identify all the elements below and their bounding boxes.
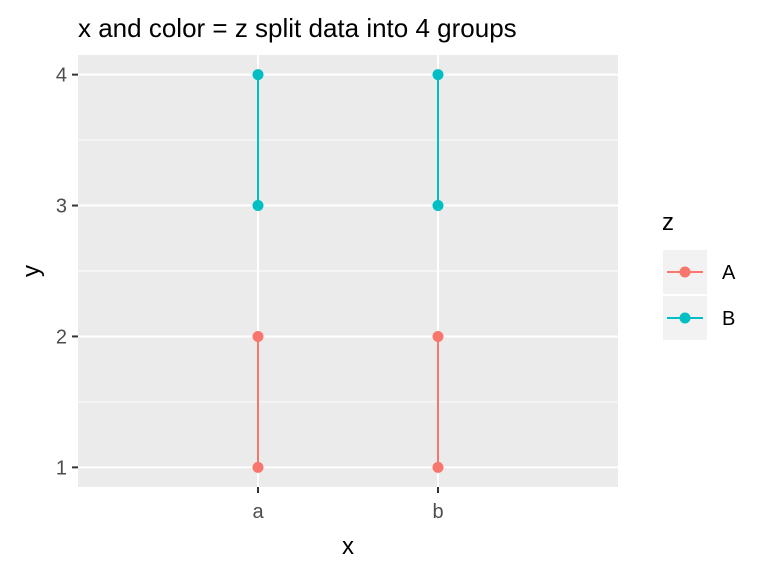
data-point-A-b-2 (432, 330, 444, 342)
chart-title: x and color = z split data into 4 groups (78, 13, 517, 43)
y-tick-label: 2 (56, 326, 67, 348)
x-tick-label: a (252, 501, 264, 523)
data-point-B-b-4 (432, 69, 444, 81)
y-tick-label: 4 (56, 65, 67, 87)
legend-point-B (679, 312, 691, 324)
x-axis-title: x (342, 533, 354, 560)
legend: z A B (662, 209, 736, 340)
x-tick-label: b (432, 501, 443, 523)
data-point-A-a-1 (252, 461, 264, 473)
data-point-B-a-3 (252, 200, 264, 212)
series-layer (252, 69, 444, 473)
y-axis-title: y (18, 265, 45, 277)
data-point-B-b-3 (432, 200, 444, 212)
y-tick-label: 3 (56, 196, 67, 218)
data-point-A-b-1 (432, 461, 444, 473)
legend-label-A: A (722, 262, 736, 284)
legend-label-B: B (722, 308, 735, 330)
legend-point-A (679, 266, 691, 278)
legend-title: z (662, 209, 674, 236)
y-axis: 1 2 3 4 (56, 65, 78, 479)
y-tick-label: 1 (56, 457, 67, 479)
data-point-A-a-2 (252, 330, 264, 342)
data-point-B-a-4 (252, 69, 264, 81)
